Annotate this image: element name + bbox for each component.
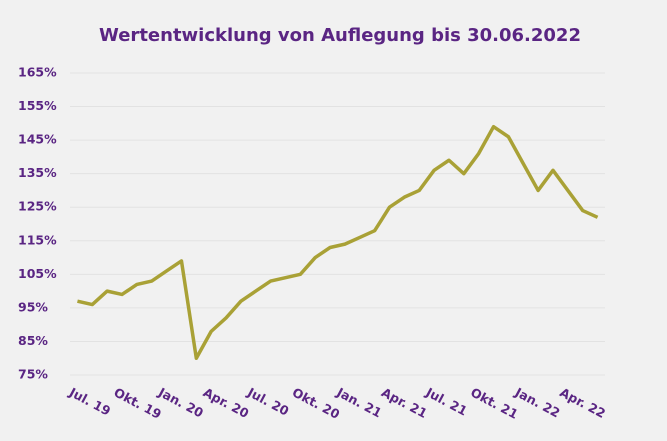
line xyxy=(77,124,599,360)
y-tick-label: 85% xyxy=(18,333,48,348)
y-tick-label: 145% xyxy=(18,132,57,147)
chart-title: Wertentwicklung von Auflegung bis 30.06.… xyxy=(99,25,581,46)
y-tick-label: 115% xyxy=(18,232,57,247)
y-tick-label: 155% xyxy=(18,98,57,113)
y-tick-label: 75% xyxy=(18,367,48,382)
y-tick-label: 125% xyxy=(18,199,57,214)
y-tick-label: 165% xyxy=(18,65,57,80)
y-tick-label: 105% xyxy=(18,266,57,281)
y-tick-label: 135% xyxy=(18,165,57,180)
y-tick-label: 95% xyxy=(18,299,48,314)
